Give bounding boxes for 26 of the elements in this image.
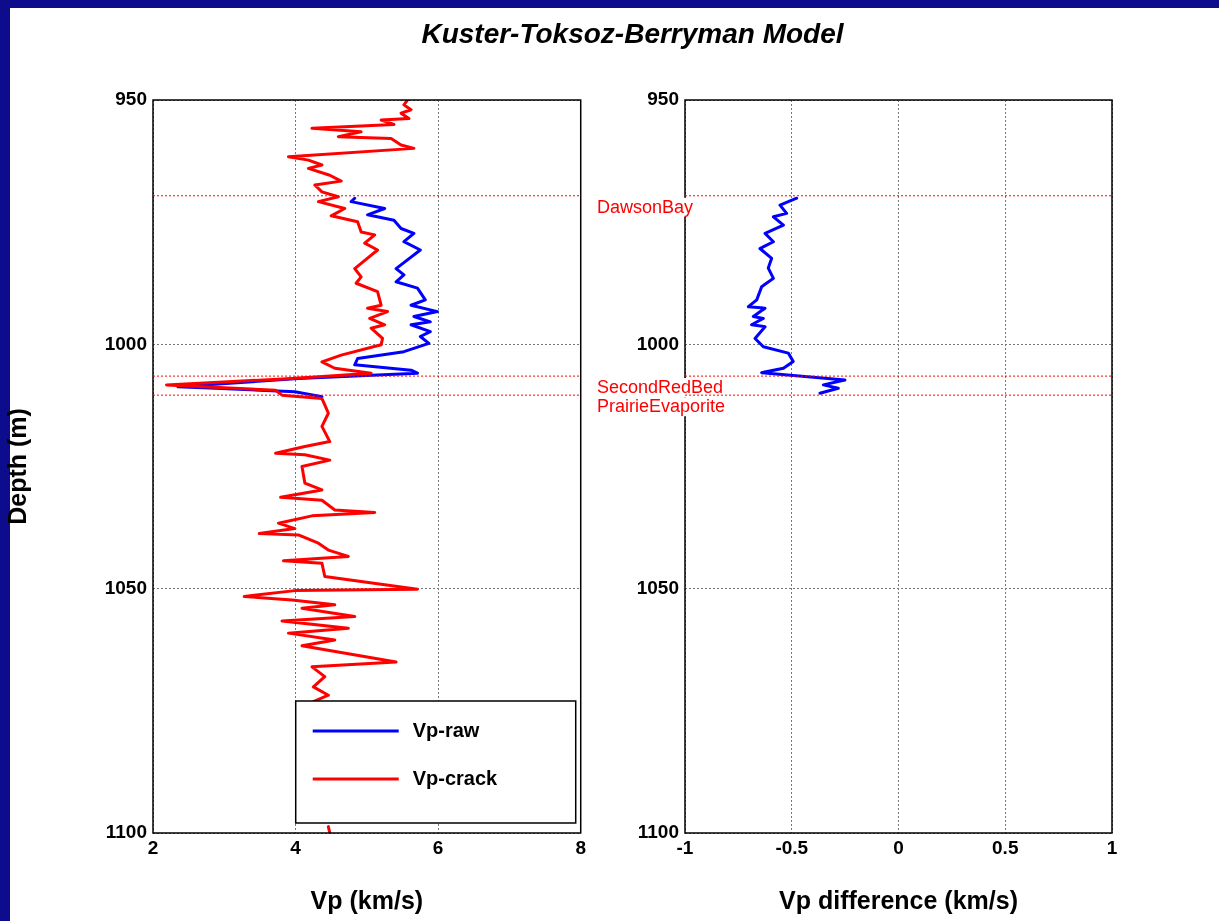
y-tick-label: 1000	[636, 332, 679, 354]
legend-label: Vp-raw	[412, 718, 480, 741]
y-axis-title: Depth (m)	[2, 408, 31, 525]
x-tick-label: 2	[147, 836, 159, 858]
y-tick-label: 1050	[104, 576, 147, 598]
y-tick-label: 1000	[104, 332, 147, 354]
ref-line-label: SecondRedBed	[597, 377, 724, 398]
y-tick-label: 1100	[105, 821, 147, 843]
y-tick-label: 950	[115, 88, 147, 110]
ref-line-label: DawsonBay	[597, 196, 694, 217]
ref-line-label: PrairieEvaporite	[597, 396, 726, 417]
x-axis-title: Vp difference (km/s)	[779, 885, 1018, 914]
x-tick-label: 6	[432, 836, 444, 858]
x-tick-label: 4	[290, 836, 302, 858]
x-tick-label: 0	[893, 836, 904, 858]
x-axis-title: Vp (km/s)	[310, 885, 424, 914]
x-tick-label: 0.5	[992, 836, 1019, 858]
chart-title: Kuster-Toksoz-Berryman Model	[420, 18, 845, 50]
legend-label: Vp-crack	[412, 766, 499, 789]
y-tick-label: 1100	[637, 821, 679, 843]
y-tick-label: 950	[647, 88, 679, 110]
x-tick-label: 8	[575, 836, 587, 858]
x-tick-label: 1	[1106, 836, 1118, 858]
y-tick-label: 1050	[636, 576, 679, 598]
x-tick-label: -0.5	[775, 836, 809, 858]
x-tick-label: -1	[676, 836, 694, 858]
